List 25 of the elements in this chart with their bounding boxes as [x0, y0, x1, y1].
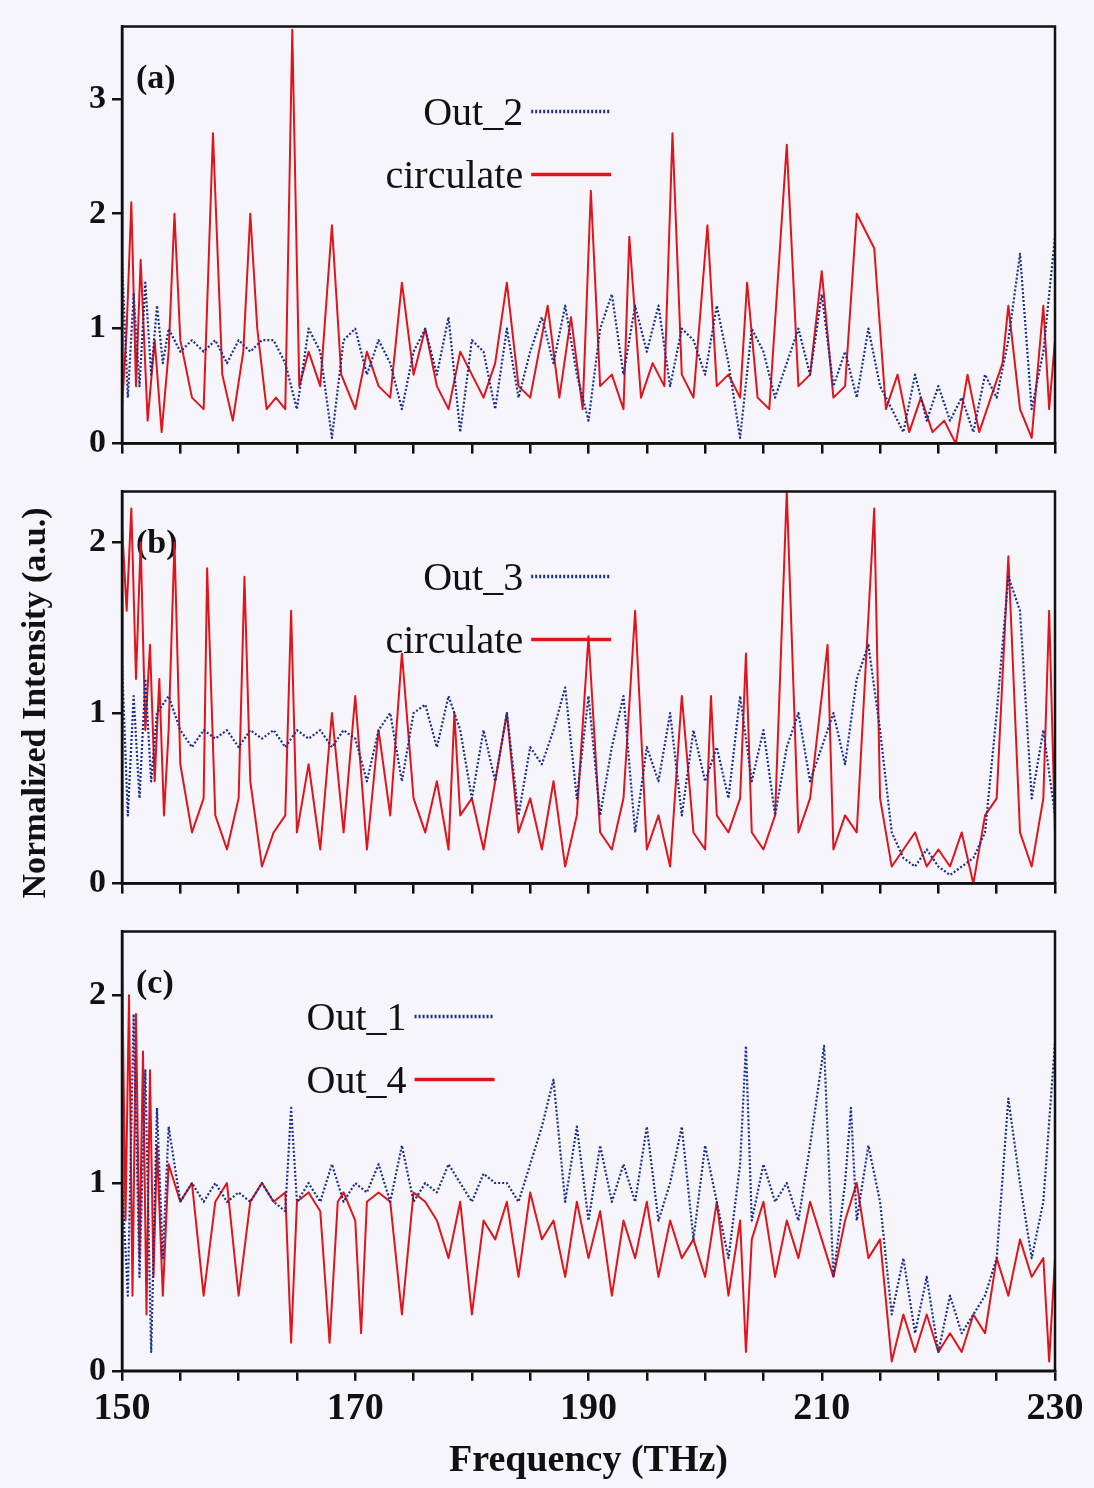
- y-tick-label: 3: [89, 77, 106, 115]
- y-tick-label: 1: [89, 307, 106, 345]
- y-tick-label: 0: [89, 422, 106, 460]
- y-tick-label: 1: [89, 691, 106, 729]
- x-tick-label: 210: [793, 1385, 851, 1428]
- x-tick-label: 230: [1026, 1385, 1084, 1428]
- legend-label: Out_3: [423, 554, 524, 600]
- legend-label: Out_4: [306, 1057, 407, 1103]
- annotation: (a): [136, 58, 176, 97]
- x-tick-label: 170: [326, 1385, 384, 1428]
- y-axis-title: Normalized Intensity (a.u.): [15, 507, 53, 898]
- y-tick-label: 1: [89, 1161, 106, 1199]
- legend-label: Out_2: [423, 89, 524, 135]
- x-tick-label: 190: [560, 1385, 617, 1428]
- legend-label: circulate: [385, 152, 524, 198]
- x-tick-label: 150: [93, 1385, 151, 1428]
- legend-label: Out_1: [306, 994, 407, 1040]
- y-tick-label: 0: [89, 862, 106, 900]
- y-tick-label: 2: [89, 974, 106, 1012]
- x-axis-title: Frequency (THz): [449, 1437, 728, 1481]
- y-tick-label: 0: [89, 1349, 106, 1387]
- y-tick-label: 2: [89, 192, 106, 230]
- legend-label: circulate: [385, 617, 524, 663]
- annotation: (c): [136, 963, 174, 1002]
- y-tick-label: 2: [89, 521, 106, 559]
